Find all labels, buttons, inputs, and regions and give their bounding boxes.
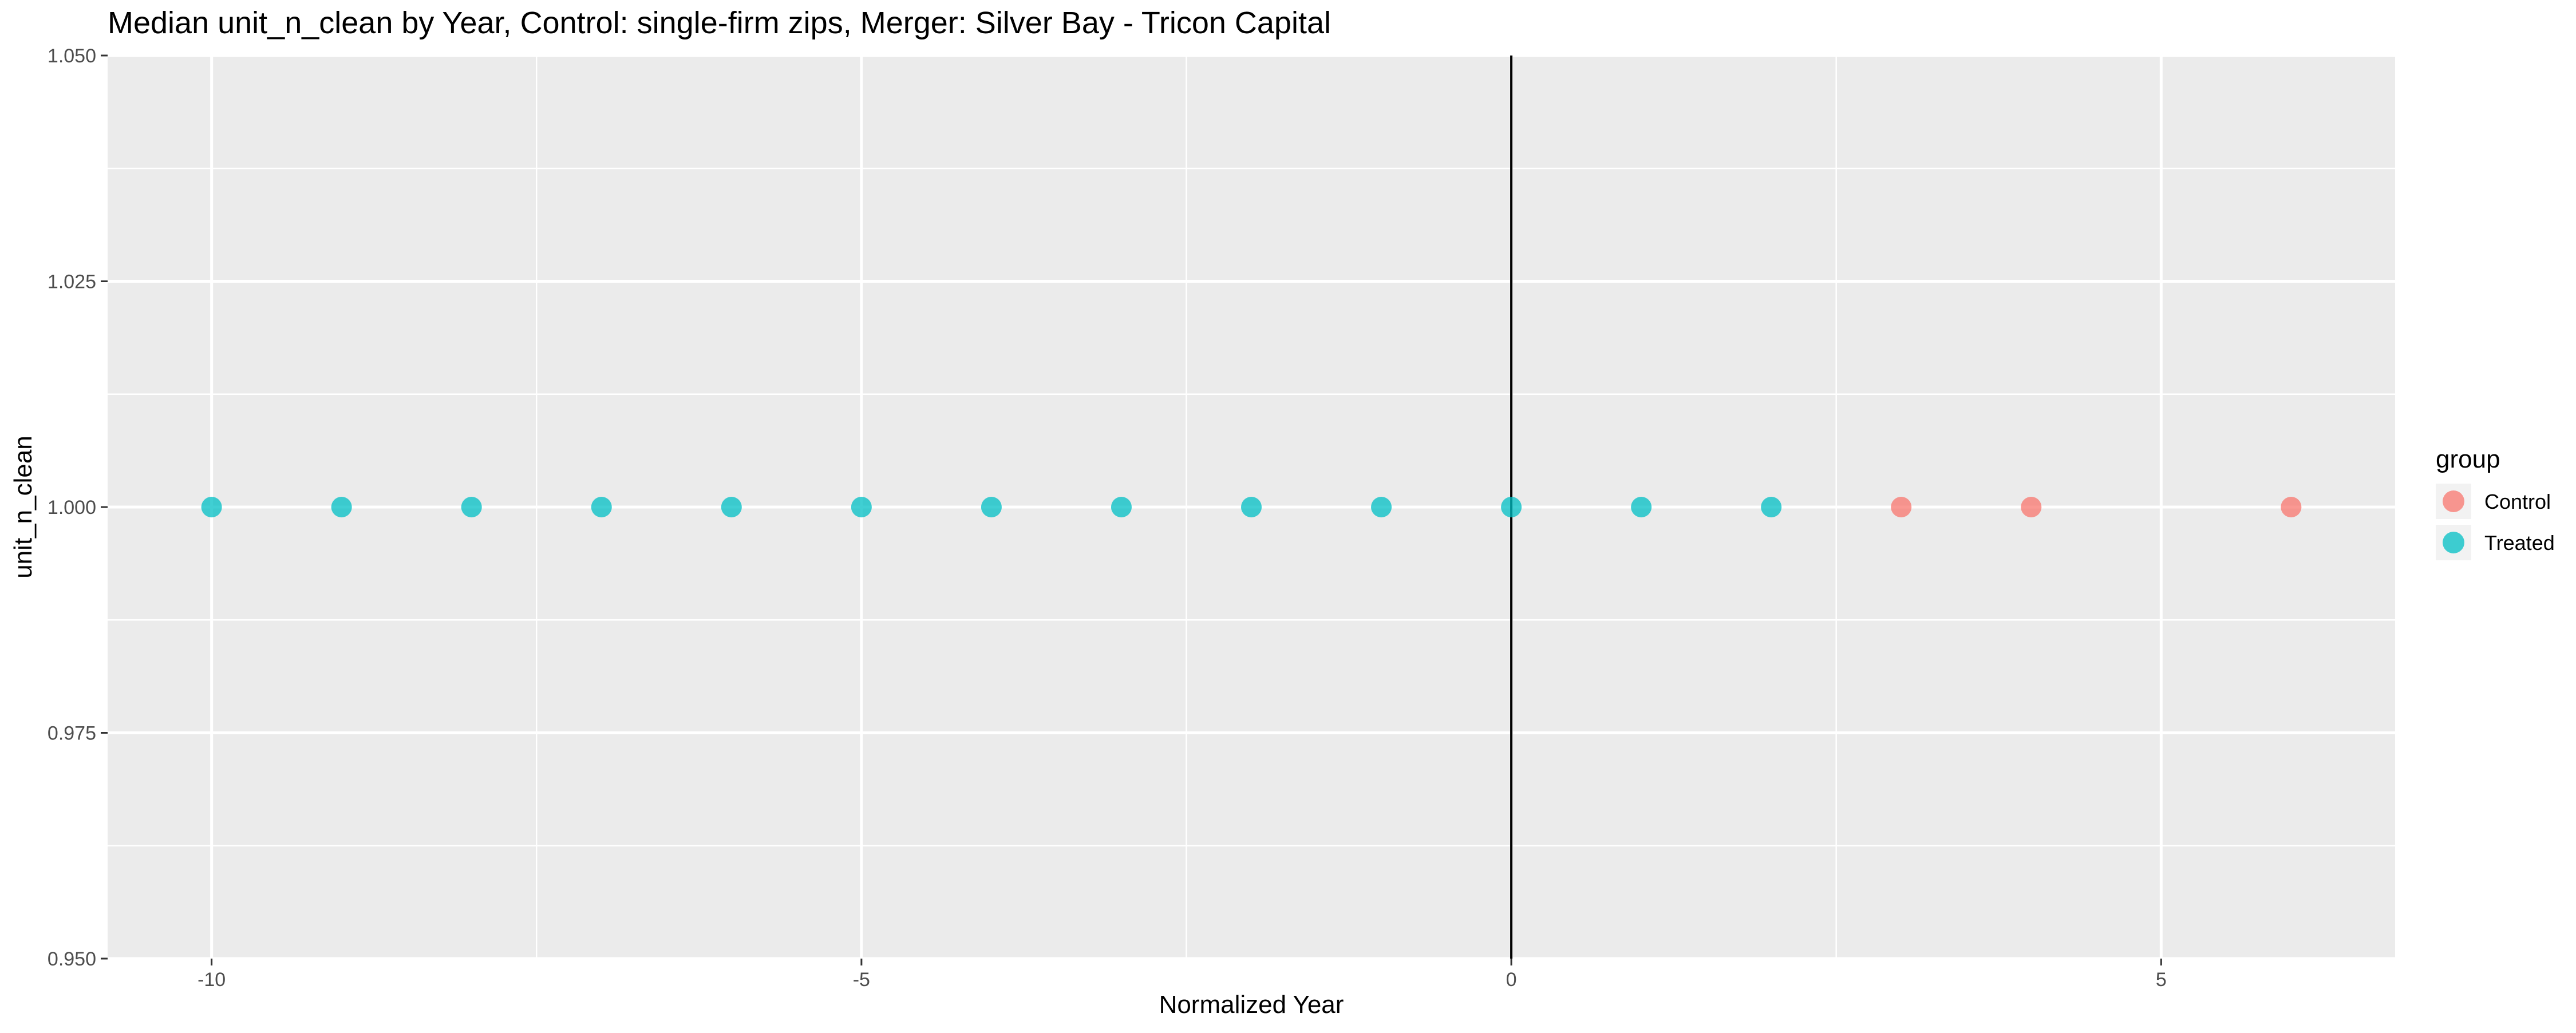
data-point-control [1891, 497, 1912, 517]
data-point-treated [1371, 497, 1392, 517]
points-layer [201, 497, 2302, 517]
legend-title: group [2436, 445, 2500, 473]
x-tick-label: 5 [2156, 969, 2167, 991]
legend-items: Control Treated [2436, 484, 2555, 560]
y-tick-label: 0.975 [48, 723, 96, 745]
legend-label-treated: Treated [2484, 531, 2555, 555]
data-point-treated [981, 497, 1002, 517]
legend: group Control Treated [2436, 445, 2555, 560]
data-point-treated [1501, 497, 1522, 517]
data-point-treated [851, 497, 872, 517]
x-tick-label: -5 [853, 969, 870, 991]
data-point-treated [591, 497, 612, 517]
data-point-control [2021, 497, 2042, 517]
data-point-treated [1241, 497, 1262, 517]
data-point-treated [721, 497, 742, 517]
legend-key-treated [2443, 532, 2464, 553]
y-axis-ticks: 0.950 0.975 1.000 1.025 1.050 [48, 45, 108, 970]
y-tick-label: 0.950 [48, 948, 96, 970]
data-point-treated [461, 497, 482, 517]
legend-label-control: Control [2484, 490, 2551, 513]
x-tick-label: -10 [197, 969, 226, 991]
x-tick-label: 0 [1506, 969, 1517, 991]
data-point-treated [331, 497, 352, 517]
data-point-treated [1761, 497, 1782, 517]
y-tick-label: 1.000 [48, 497, 96, 519]
legend-key-control [2443, 490, 2464, 512]
data-point-treated [201, 497, 222, 517]
chart-title: Median unit_n_clean by Year, Control: si… [108, 6, 1331, 40]
y-tick-label: 1.025 [48, 271, 96, 293]
y-tick-label: 1.050 [48, 45, 96, 67]
x-axis-ticks: -10 -5 0 5 [197, 959, 2167, 991]
data-point-treated [1111, 497, 1132, 517]
data-point-control [2281, 497, 2302, 517]
data-point-treated [1631, 497, 1652, 517]
x-axis-title: Normalized Year [1159, 991, 1344, 1019]
y-axis-title: unit_n_clean [9, 436, 37, 579]
